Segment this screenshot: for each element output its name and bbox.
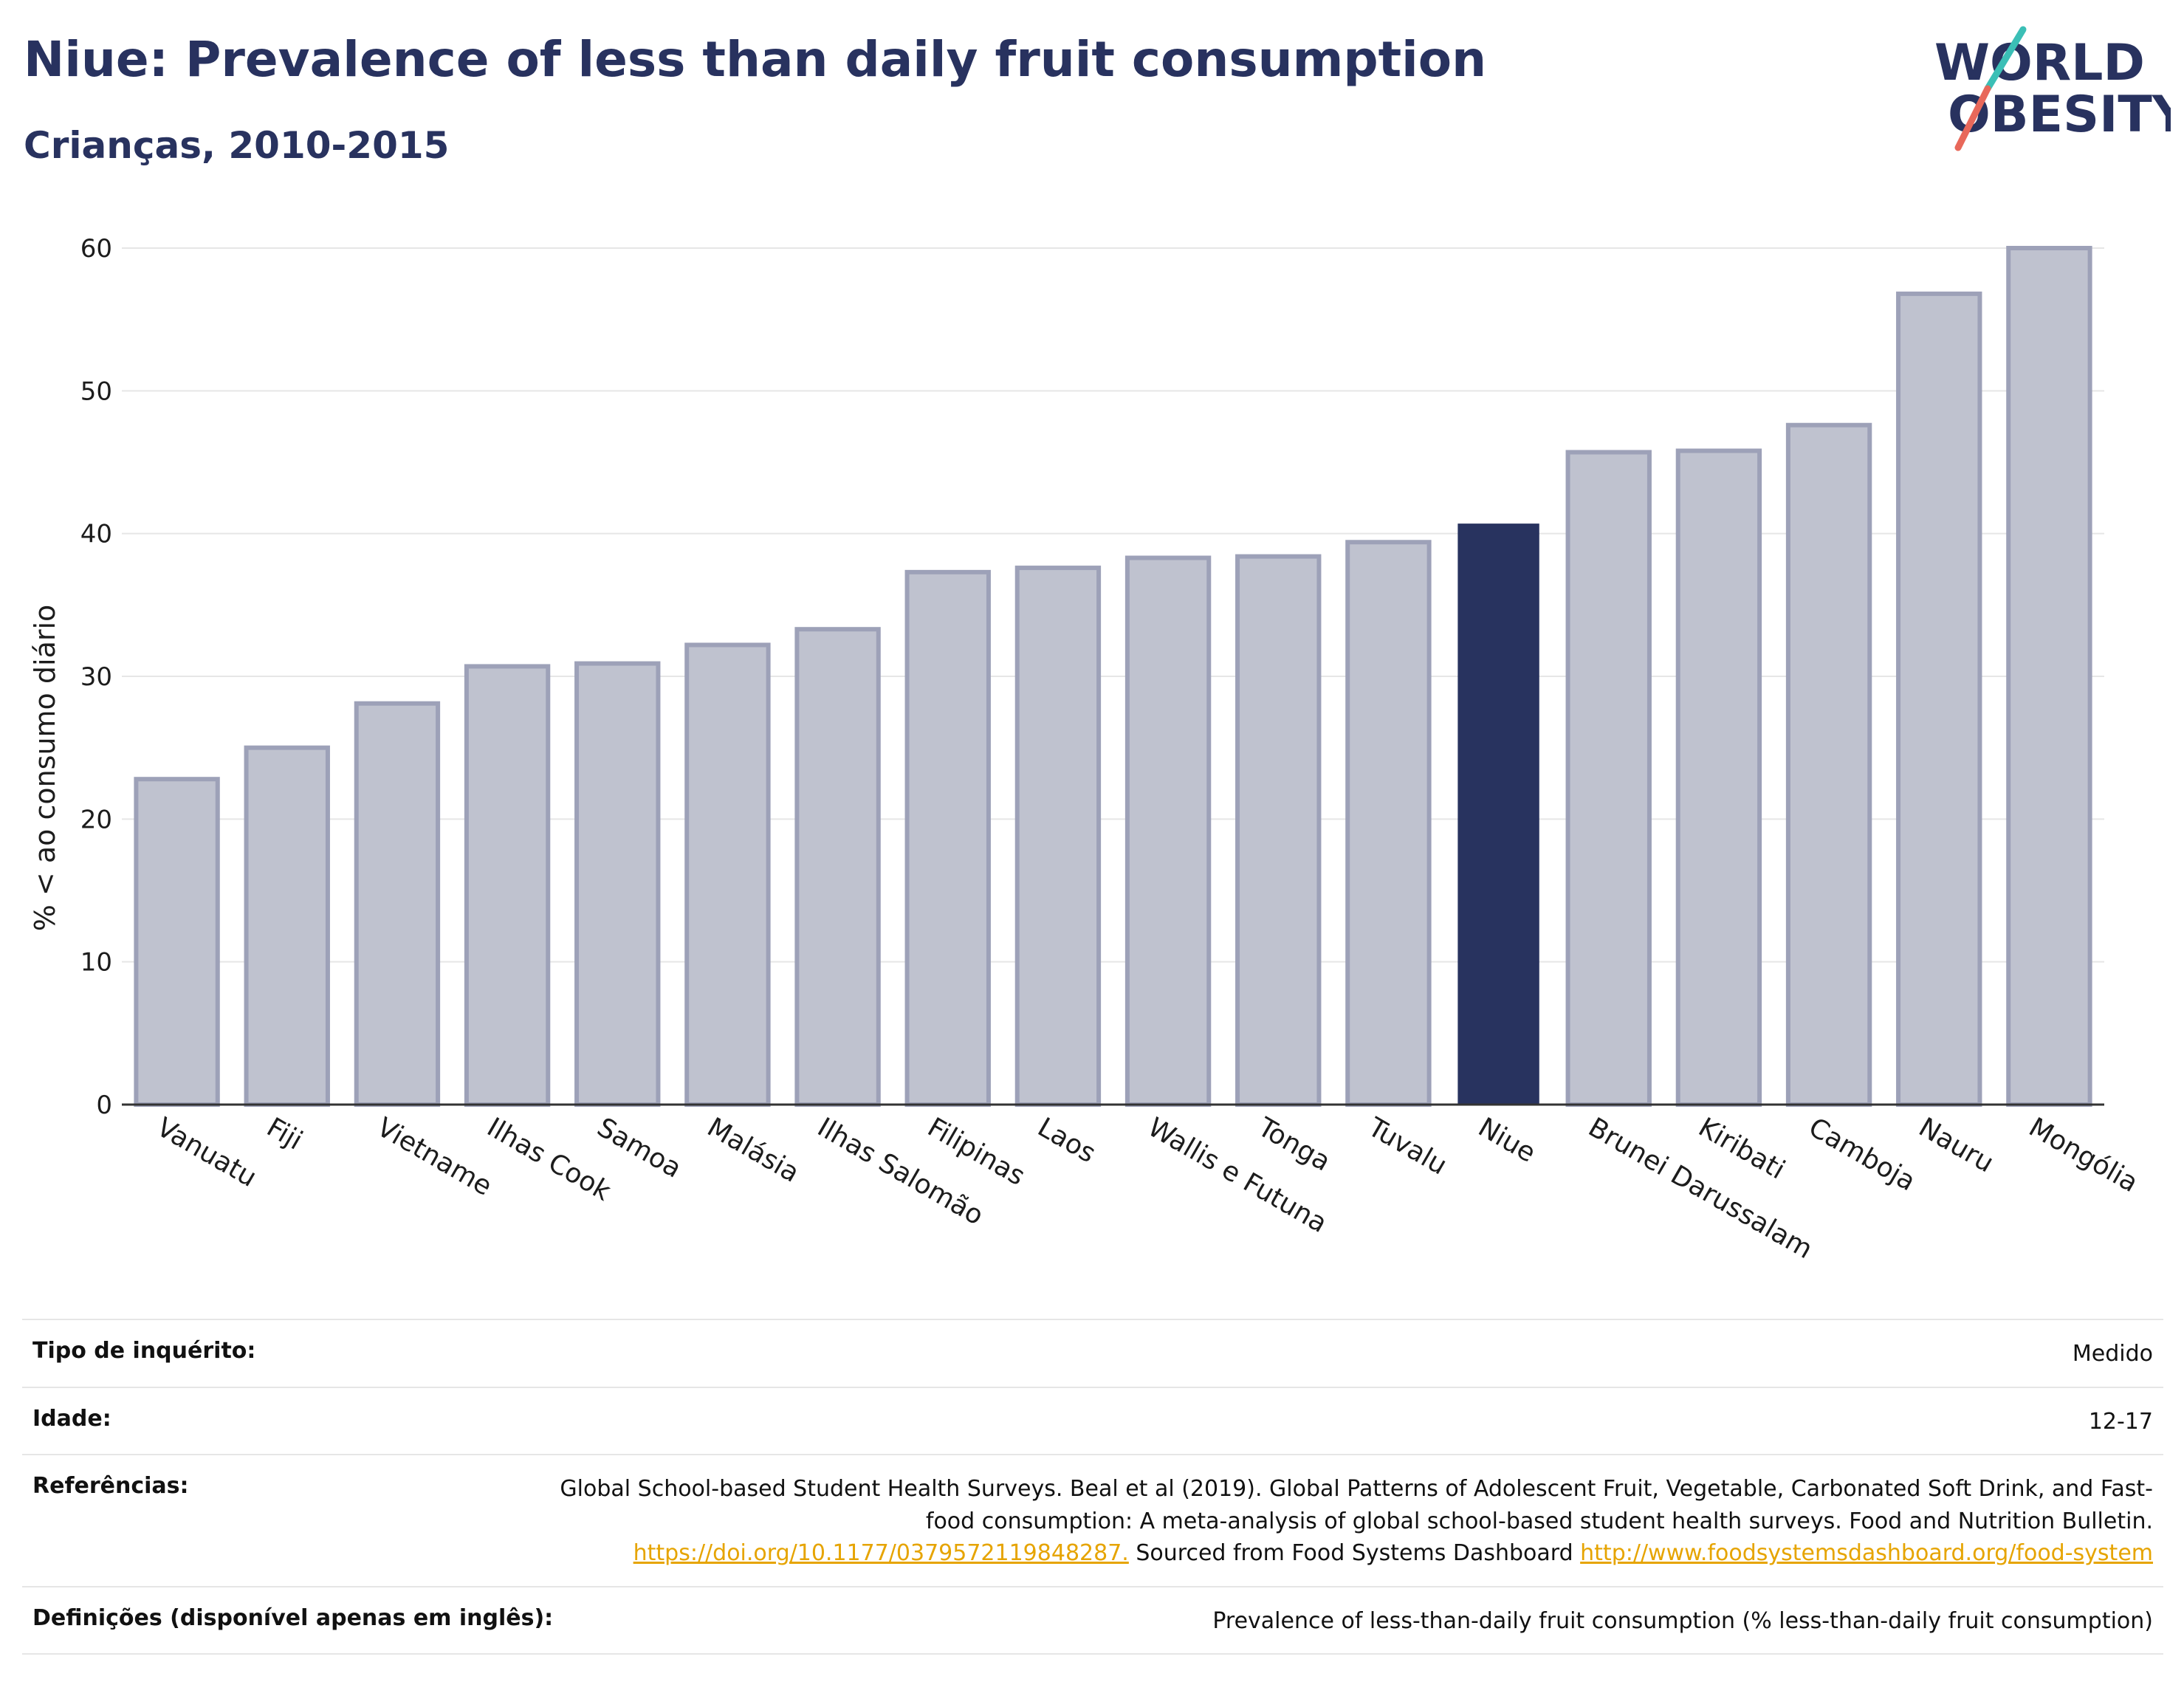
logo-slash-teal <box>1984 26 2027 92</box>
x-tick-label: Laos <box>1032 1112 1100 1169</box>
meta-row-survey-type: Tipo de inquérito: Medido <box>22 1319 2163 1387</box>
page-title: Niue: Prevalence of less than daily frui… <box>24 31 1487 88</box>
meta-row-references: Referências: Global School-based Student… <box>22 1454 2163 1586</box>
x-tick-label: Ilhas Cook <box>482 1112 616 1206</box>
food-systems-link[interactable]: http://www.foodsystemsdashboard.org/food… <box>1580 1540 2153 1566</box>
bar-brunei-darussalam <box>1565 450 1652 1107</box>
bar-mongólia <box>2006 246 2092 1107</box>
references-mid: Sourced from Food Systems Dashboard <box>1128 1540 1581 1566</box>
x-tick-label: Vanuatu <box>151 1112 261 1193</box>
references-value: Global School-based Student Health Surve… <box>543 1473 2153 1570</box>
bar-vietname <box>354 701 441 1107</box>
y-tick-label: 50 <box>80 377 112 406</box>
logo-slash-red <box>1954 85 1991 151</box>
bar-tuvalu <box>1345 540 1432 1107</box>
x-tick-label: Tuvalu <box>1362 1112 1452 1181</box>
bar-filipinas <box>904 569 991 1107</box>
bar-ilhas-cook <box>464 664 551 1107</box>
bar-camboja <box>1785 422 1872 1107</box>
bar-kiribati <box>1675 448 1762 1107</box>
bar-samoa <box>574 661 661 1107</box>
references-text: Global School-based Student Health Surve… <box>560 1476 2153 1534</box>
x-tick-label: Fiji <box>261 1112 307 1156</box>
bar-fiji <box>244 745 330 1108</box>
bars <box>134 246 2092 1108</box>
x-tick-label: Nauru <box>1914 1112 1999 1178</box>
x-tick-label: Malásia <box>702 1112 804 1189</box>
y-tick-label: 30 <box>80 662 112 692</box>
world-obesity-logo: WORLD OBESITY <box>1934 26 2171 151</box>
bar-nauru <box>1896 291 1982 1107</box>
meta-row-definitions: Definições (disponível apenas em inglês)… <box>22 1585 2163 1655</box>
bar-tonga <box>1235 554 1322 1108</box>
age-value: 12-17 <box>2088 1408 2153 1435</box>
y-tick-label: 0 <box>96 1091 112 1120</box>
x-tick-label: Samoa <box>592 1112 687 1184</box>
definitions-value: Prevalence of less-than-daily fruit cons… <box>1212 1607 2153 1634</box>
x-tick-label: Vietname <box>371 1112 497 1202</box>
doi-link[interactable]: https://doi.org/10.1177/0379572119848287… <box>633 1540 1129 1566</box>
meta-row-age: Idade: 12-17 <box>22 1386 2163 1455</box>
bar-niue <box>1457 523 1539 1105</box>
y-tick-label: 20 <box>80 805 112 834</box>
metadata-table: Tipo de inquérito: Medido Idade: 12-17 R… <box>22 1319 2163 1655</box>
y-tick-label: 40 <box>80 520 112 549</box>
grid-lines <box>122 247 2104 963</box>
x-tick-label: Wallis e Futuna <box>1143 1112 1333 1239</box>
y-tick-label: 10 <box>80 948 112 978</box>
x-tick-label: Kiribati <box>1693 1112 1790 1185</box>
logo-line1: WORLD <box>1934 34 2145 92</box>
y-axis-title: % < ao consumo diário <box>29 605 61 932</box>
bar-malásia <box>684 642 771 1107</box>
definitions-label: Definições (disponível apenas em inglês)… <box>32 1604 554 1631</box>
axes: 0 10 20 30 40 50 60 <box>80 234 2104 1120</box>
references-label: Referências: <box>32 1473 189 1499</box>
bar-wallis-e-futuna <box>1124 555 1212 1107</box>
page-subtitle: Crianças, 2010-2015 <box>24 124 450 167</box>
bar-laos <box>1014 566 1102 1108</box>
x-tick-label: Mongólia <box>2024 1112 2143 1198</box>
bar-vanuatu <box>134 777 220 1107</box>
y-tick-label: 60 <box>80 234 112 264</box>
age-label: Idade: <box>32 1405 111 1432</box>
x-tick-label: Tonga <box>1252 1112 1336 1178</box>
survey-type-label: Tipo de inquérito: <box>32 1338 256 1364</box>
survey-type-value: Medido <box>2072 1341 2153 1367</box>
x-tick-label: Camboja <box>1804 1112 1920 1197</box>
bar-ilhas-salomão <box>794 627 881 1107</box>
x-tick-label: Niue <box>1473 1112 1540 1168</box>
